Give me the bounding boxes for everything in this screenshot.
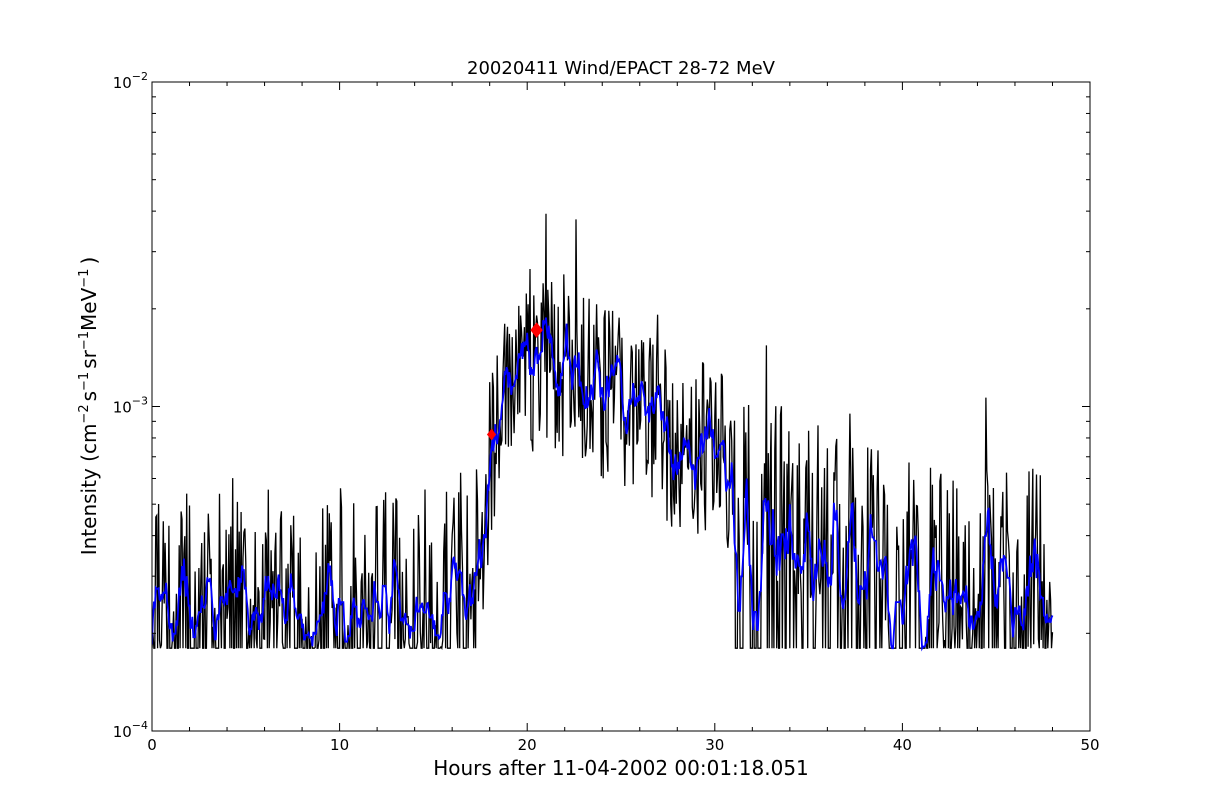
tick-layer: 0 10 20 30 40 50 10−4 10−3 10−2 (113, 70, 1100, 754)
x-tick-label: 40 (893, 736, 912, 754)
x-axis-label: Hours after 11-04-2002 00:01:18.051 (433, 756, 809, 780)
x-tick-label: 0 (147, 736, 157, 754)
series-layer (152, 213, 1054, 652)
x-tick-label: 50 (1080, 736, 1099, 754)
y-tick-label: 10−4 (113, 719, 148, 741)
y-tick-label: 10−2 (113, 70, 148, 92)
event-marker (486, 428, 497, 441)
y-tick-label: 10−3 (113, 395, 148, 417)
event-marker (530, 322, 543, 338)
smoothed-intensity-line (152, 317, 1054, 652)
marker-layer (486, 322, 543, 441)
x-tick-label: 20 (518, 736, 537, 754)
x-tick-label: 30 (705, 736, 724, 754)
chart-title: 20020411 Wind/EPACT 28-72 MeV (467, 58, 776, 79)
y-axis-label: Intensity (cm−2s−1sr−1MeV−1) (77, 257, 101, 556)
x-tick-label: 10 (330, 736, 349, 754)
